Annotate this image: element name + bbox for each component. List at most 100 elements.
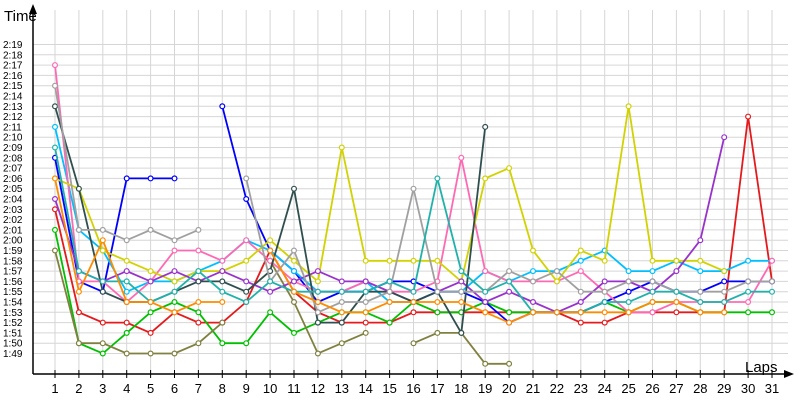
y-tick-label: 2:19 xyxy=(3,40,23,51)
data-point xyxy=(434,288,441,295)
data-point xyxy=(314,268,321,275)
data-point xyxy=(147,299,154,306)
data-point xyxy=(482,123,489,130)
y-tick-label: 2:00 xyxy=(3,236,23,247)
data-point xyxy=(338,319,345,326)
data-point xyxy=(195,299,202,306)
data-point xyxy=(673,309,680,316)
y-tick-label: 2:17 xyxy=(3,61,23,72)
data-point xyxy=(243,288,250,295)
data-point xyxy=(553,278,560,285)
data-point xyxy=(51,226,58,233)
data-point xyxy=(291,299,298,306)
data-point xyxy=(673,257,680,264)
data-point xyxy=(75,309,82,316)
data-point xyxy=(577,268,584,275)
y-tick-label: 1:55 xyxy=(3,287,23,298)
data-point xyxy=(195,278,202,285)
data-point xyxy=(314,299,321,306)
x-tick-label: 4 xyxy=(123,381,130,396)
y-tick-label: 2:14 xyxy=(3,92,23,103)
y-tick-label: 1:56 xyxy=(3,277,23,288)
data-point xyxy=(123,268,130,275)
data-point xyxy=(697,299,704,306)
x-tick-label: 22 xyxy=(550,381,564,396)
x-tick-label: 30 xyxy=(741,381,755,396)
data-point xyxy=(577,309,584,316)
data-point xyxy=(195,340,202,347)
data-point xyxy=(362,288,369,295)
y-tick-label: 2:04 xyxy=(3,195,23,206)
data-point xyxy=(601,299,608,306)
data-point xyxy=(768,257,775,264)
data-point xyxy=(458,329,465,336)
data-point xyxy=(697,268,704,275)
x-tick-label: 31 xyxy=(765,381,779,396)
data-point xyxy=(147,350,154,357)
y-tick-label: 1:51 xyxy=(3,328,23,339)
data-point xyxy=(434,175,441,182)
data-point xyxy=(338,278,345,285)
data-point xyxy=(625,288,632,295)
data-point xyxy=(506,278,513,285)
data-point xyxy=(745,257,752,264)
data-point xyxy=(267,288,274,295)
data-point xyxy=(529,268,536,275)
x-axis-title: Laps xyxy=(745,359,778,376)
data-point xyxy=(147,268,154,275)
data-point xyxy=(147,175,154,182)
series-line xyxy=(221,106,772,324)
data-point xyxy=(99,319,106,326)
data-point xyxy=(338,299,345,306)
data-point xyxy=(219,299,226,306)
data-point xyxy=(267,237,274,244)
x-tick-label: 20 xyxy=(502,381,516,396)
data-point xyxy=(386,288,393,295)
data-point xyxy=(75,268,82,275)
data-point xyxy=(482,360,489,367)
x-tick-label: 21 xyxy=(526,381,540,396)
data-point xyxy=(51,247,58,254)
data-point xyxy=(291,278,298,285)
data-point xyxy=(410,185,417,192)
data-point xyxy=(506,309,513,316)
x-tick-label: 7 xyxy=(195,381,202,396)
series-layer xyxy=(51,62,775,367)
data-point xyxy=(123,350,130,357)
data-point xyxy=(673,288,680,295)
y-tick-label: 2:13 xyxy=(3,102,23,113)
data-point xyxy=(482,268,489,275)
x-tick-label: 13 xyxy=(335,381,349,396)
x-tick-label: 25 xyxy=(621,381,635,396)
x-tick-label: 19 xyxy=(478,381,492,396)
x-tick-label: 11 xyxy=(287,381,301,396)
data-point xyxy=(768,309,775,316)
data-point xyxy=(195,226,202,233)
data-point xyxy=(458,288,465,295)
data-point xyxy=(171,299,178,306)
data-point xyxy=(123,278,130,285)
data-point xyxy=(99,237,106,244)
y-axis-title: Time xyxy=(4,8,37,25)
data-point xyxy=(553,309,560,316)
data-point xyxy=(529,299,536,306)
data-point xyxy=(123,319,130,326)
data-point xyxy=(219,257,226,264)
y-tick-label: 1:52 xyxy=(3,318,23,329)
gridlines xyxy=(33,10,788,378)
data-point xyxy=(123,175,130,182)
data-point xyxy=(51,206,58,213)
x-tick-label: 1 xyxy=(51,381,58,396)
data-point xyxy=(721,134,728,141)
data-point xyxy=(171,268,178,275)
y-tick-label: 2:09 xyxy=(3,143,23,154)
data-point xyxy=(99,340,106,347)
y-tick-label: 2:07 xyxy=(3,164,23,175)
tick-labels: 1:491:501:511:521:531:541:551:561:571:58… xyxy=(3,40,779,396)
data-point xyxy=(291,329,298,336)
data-point xyxy=(434,309,441,316)
data-point xyxy=(410,299,417,306)
data-point xyxy=(338,288,345,295)
y-tick-label: 1:49 xyxy=(3,349,23,360)
x-tick-label: 6 xyxy=(171,381,178,396)
